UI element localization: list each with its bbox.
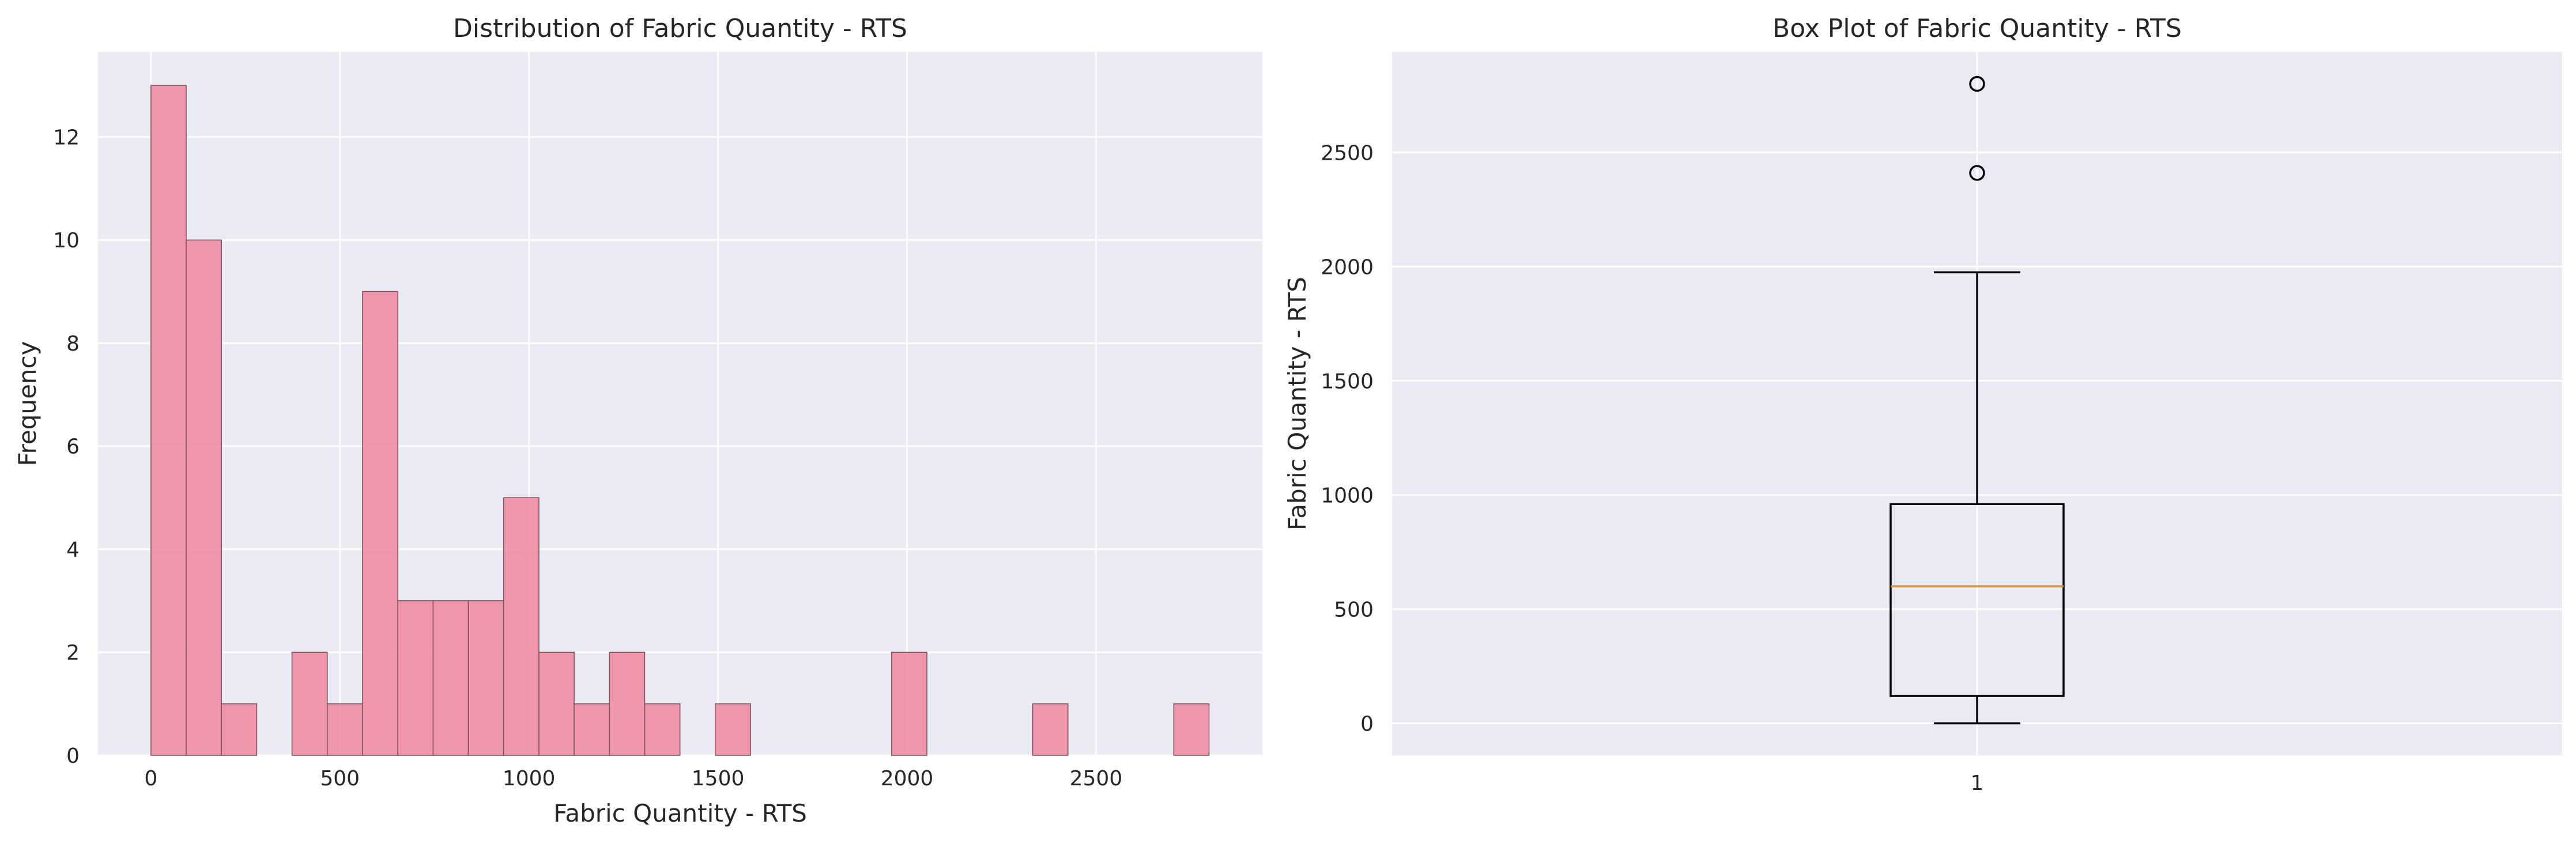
histogram-bar [291, 652, 328, 756]
histogram-title: Distribution of Fabric Quantity - RTS [453, 14, 907, 43]
boxplot-x-tick-label: 1 [1971, 771, 1984, 795]
y-tick-label: 12 [53, 126, 80, 149]
y-tick-label: 6 [66, 435, 80, 459]
histogram-x-axis-label: Fabric Quantity - RTS [553, 799, 807, 827]
histogram-bar [891, 652, 927, 756]
histogram-bar [327, 703, 363, 756]
y-tick-label: 0 [1360, 713, 1374, 736]
histogram-bar [609, 652, 646, 756]
y-tick-label: 2000 [1321, 255, 1374, 279]
histogram-bar [467, 600, 504, 756]
boxplot-y-ticks: 0 500 1000 1500 2000 2500 [1321, 141, 1374, 736]
y-tick-label: 1000 [1321, 484, 1374, 507]
y-tick-label: 4 [66, 538, 80, 562]
histogram-bars [150, 85, 1210, 756]
histogram-panel: 0 500 1000 1500 2000 2500 0 2 4 6 8 10 12 Distribut… [13, 14, 1262, 827]
y-tick-label: 8 [66, 332, 80, 356]
y-tick-label: 500 [1334, 598, 1374, 622]
boxplot-panel: 0 500 1000 1500 2000 2500 1 Box Plot of Fabri… [1283, 14, 2562, 795]
histogram-bar [432, 600, 469, 756]
y-tick-label: 1500 [1321, 370, 1374, 393]
histogram-bar [150, 85, 187, 756]
histogram-bar [221, 703, 258, 756]
x-tick-label: 2000 [881, 767, 934, 790]
histogram-bar [574, 703, 610, 756]
boxplot-title: Box Plot of Fabric Quantity - RTS [1772, 14, 2182, 43]
histogram-bar [538, 652, 575, 756]
boxplot-marks [1889, 76, 2065, 725]
x-tick-label: 1000 [503, 767, 556, 790]
histogram-gridlines [98, 52, 1262, 756]
histogram-bar [186, 239, 222, 756]
histogram-bar [715, 703, 751, 756]
outlier-point [1969, 76, 1985, 92]
histogram-plot-area [98, 52, 1262, 755]
y-tick-label: 2500 [1321, 141, 1374, 165]
histogram-y-ticks: 0 2 4 6 8 10 12 [53, 126, 80, 768]
histogram-bar [362, 291, 398, 756]
y-tick-label: 2 [66, 641, 80, 665]
x-tick-label: 500 [320, 767, 360, 790]
box [1889, 503, 2065, 697]
outlier-point [1969, 165, 1985, 181]
histogram-bar [397, 600, 434, 756]
boxplot-y-axis-label: Fabric Quantity - RTS [1283, 277, 1311, 530]
histogram-bar [644, 703, 681, 756]
y-tick-label: 0 [66, 744, 80, 768]
histogram-bar [1173, 703, 1210, 756]
histogram-x-ticks: 0 500 1000 1500 2000 2500 [144, 767, 1122, 790]
x-tick-label: 2500 [1070, 767, 1123, 790]
histogram-bar [1032, 703, 1069, 756]
histogram-bar [503, 497, 540, 756]
histogram-y-axis-label: Frequency [13, 341, 42, 466]
x-tick-label: 1500 [692, 767, 745, 790]
x-tick-label: 0 [144, 767, 157, 790]
y-tick-label: 10 [53, 229, 80, 253]
